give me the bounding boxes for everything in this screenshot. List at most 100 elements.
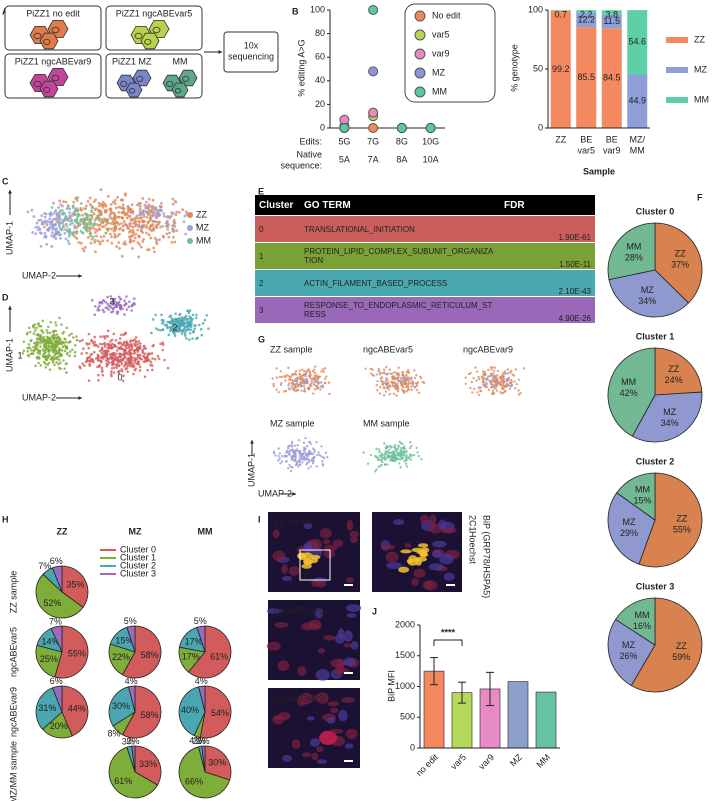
umap-point: [177, 330, 180, 333]
umap-point: [377, 367, 381, 371]
umap-point: [304, 374, 307, 378]
umap-point: [178, 313, 181, 317]
umap-point: [109, 216, 112, 220]
legend-swatch: [666, 67, 688, 73]
umap-point: [141, 240, 145, 243]
umap-point: [73, 224, 77, 228]
umap-point: [312, 451, 316, 454]
umap-point: [106, 218, 110, 221]
umap-point: [505, 382, 508, 386]
umap-point: [281, 454, 284, 458]
umap-point: [141, 197, 145, 200]
umap-point: [65, 371, 68, 374]
umap-point: [384, 447, 388, 451]
umap-point: [302, 369, 306, 373]
umap-point: [94, 357, 98, 360]
umap-point: [126, 226, 129, 230]
umap-point: [200, 333, 204, 337]
umap-point: [116, 302, 120, 305]
umap-point: [319, 385, 322, 389]
umap-point: [100, 366, 104, 370]
umap-point: [183, 214, 187, 218]
umap-point: [94, 207, 98, 211]
umap-point: [102, 234, 106, 238]
umap-point: [296, 443, 299, 447]
umap-point: [138, 210, 142, 214]
pie-slice: [108, 686, 136, 727]
umap-point: [298, 455, 302, 458]
umap-point: [88, 232, 92, 236]
umap-point: [44, 348, 48, 352]
slice-label: 3%: [122, 736, 135, 746]
umap-point: [85, 222, 89, 226]
umap-point: [489, 382, 492, 385]
pie-slice: [50, 625, 63, 653]
umap-point: [126, 353, 130, 356]
cell-hexagon: [125, 82, 143, 98]
umap-point: [68, 333, 71, 337]
umap-point: [52, 201, 56, 205]
umap-point: [283, 454, 287, 458]
umap-point: [475, 379, 478, 382]
umap-point: [39, 345, 42, 348]
dot: [368, 107, 379, 118]
x-tick-label: 7A: [368, 154, 379, 164]
cell-nucleus: [174, 88, 182, 94]
umap-point: [38, 352, 42, 356]
slice-label: 58%: [141, 650, 159, 660]
table-row: 2 ACTIN_FILAMENT_BASED_PROCESS 2.10E-43: [255, 269, 595, 297]
umap-point: [410, 376, 413, 379]
umap-point: [305, 454, 309, 457]
bar-segment: [601, 10, 622, 15]
umap-point: [394, 446, 397, 450]
umap-point: [101, 239, 105, 243]
umap-point: [275, 376, 279, 379]
umap-point: [150, 229, 154, 233]
umap-point: [138, 243, 141, 247]
umap-point: [277, 447, 280, 450]
umap-point: [398, 453, 401, 457]
cell-nucleus: [134, 32, 143, 40]
umap-point: [168, 231, 171, 235]
umap-point: [129, 240, 133, 244]
umap-point: [137, 216, 140, 220]
umap-point: [134, 343, 138, 347]
umap-point: [141, 211, 145, 215]
umap-point: [298, 460, 301, 464]
umap-point: [306, 457, 309, 460]
umap-point: [85, 342, 88, 345]
umap-point: [104, 231, 108, 235]
umap-point: [96, 306, 100, 310]
umap-point: [61, 345, 65, 349]
umap-point: [47, 228, 50, 232]
umap-point: [55, 350, 58, 354]
umap-point: [308, 459, 311, 462]
pie-slice: [187, 625, 232, 679]
slice-label: 2%: [127, 736, 140, 746]
umap-point: [49, 220, 53, 224]
cell-signal: [281, 575, 293, 582]
umap-point: [106, 329, 110, 333]
umap-point: [171, 224, 174, 228]
umap-point: [94, 231, 97, 234]
umap-point: [54, 232, 57, 236]
cell-signal: [398, 566, 410, 573]
umap-point: [89, 213, 93, 217]
umap-point: [150, 352, 154, 355]
cell-hexagon: [39, 32, 59, 50]
umap-point: [126, 364, 129, 368]
umap-point: [145, 231, 148, 235]
umap-point: [321, 368, 325, 371]
umap-point: [417, 454, 420, 458]
umap-point: [104, 300, 107, 304]
arrow-head: [292, 492, 296, 496]
umap-point: [103, 350, 107, 353]
umap-point: [471, 391, 474, 394]
umap-point: [109, 209, 113, 212]
umap-point: [134, 340, 138, 344]
umap-point: [84, 246, 87, 249]
cell-signal: [343, 630, 353, 642]
umap-point: [287, 466, 290, 470]
umap-point: [390, 380, 393, 384]
umap-point: [88, 362, 91, 366]
